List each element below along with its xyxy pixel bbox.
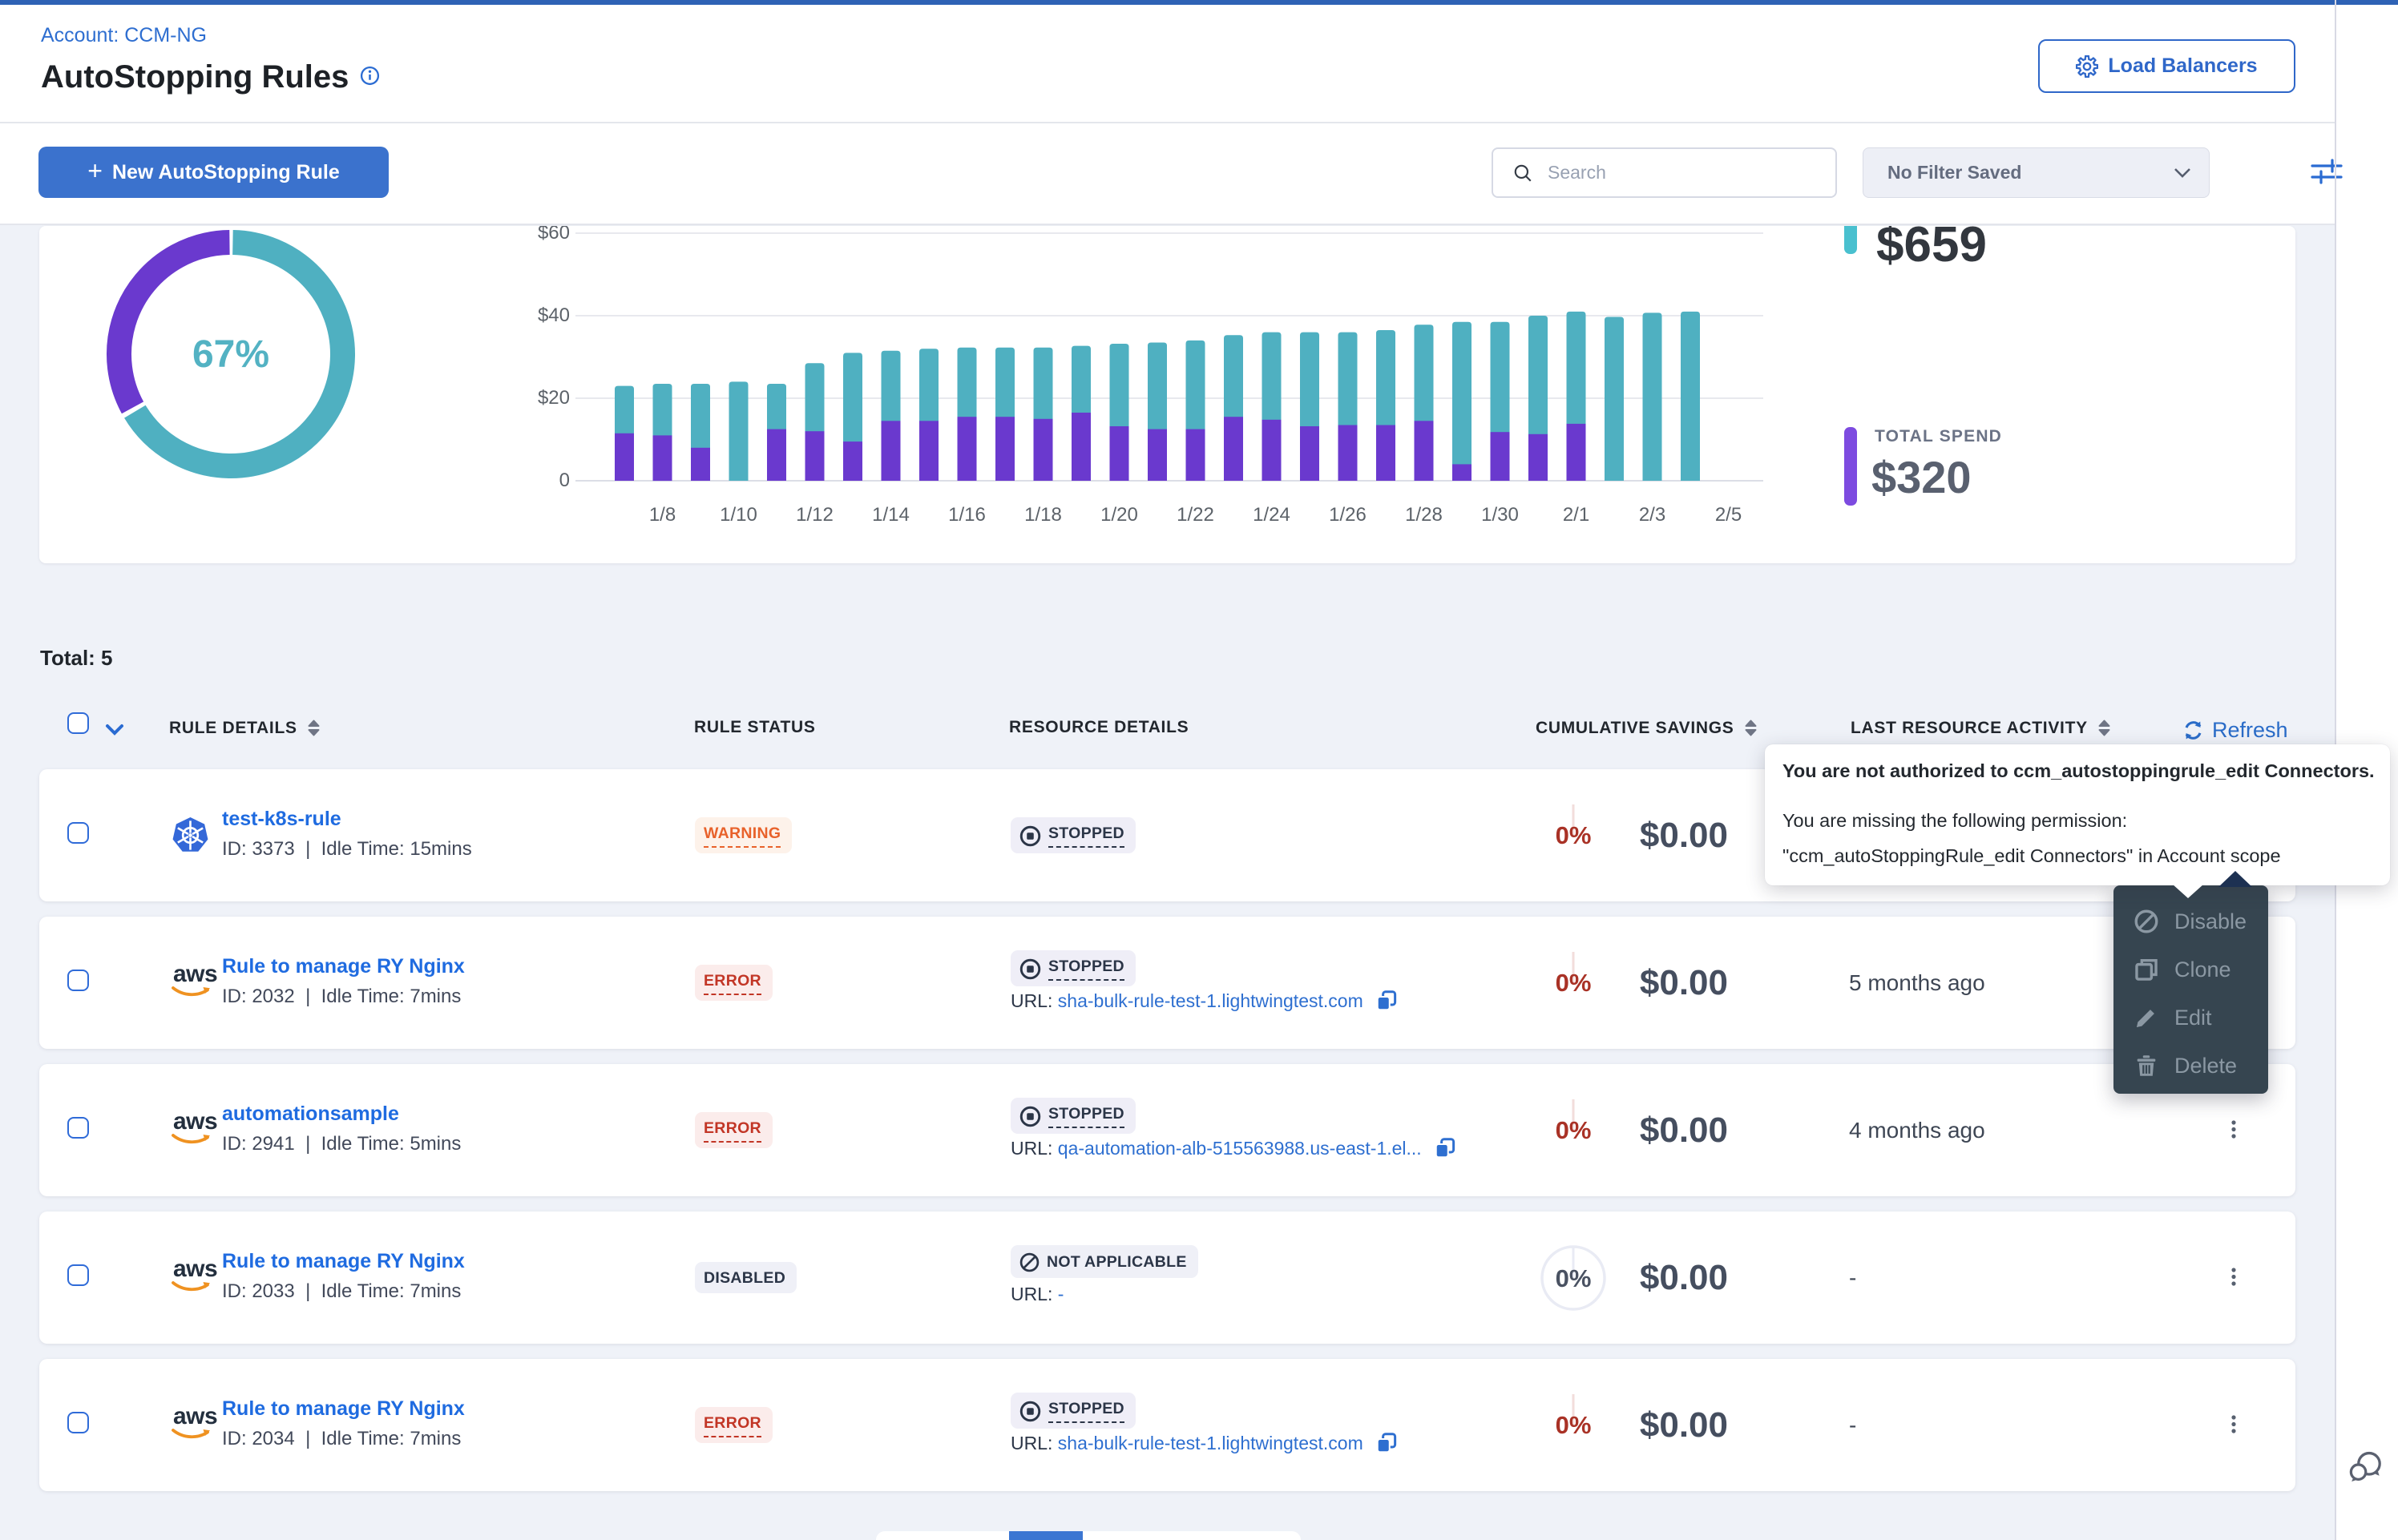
svg-text:$20: $20 <box>538 387 570 409</box>
svg-text:0: 0 <box>559 470 570 491</box>
svg-text:0%: 0% <box>1556 821 1592 849</box>
svg-text:2/3: 2/3 <box>1639 504 1665 526</box>
svg-text:1/8: 1/8 <box>649 504 676 526</box>
svg-text:67%: 67% <box>192 333 269 376</box>
svg-text:0%: 0% <box>1556 1411 1592 1439</box>
svg-text:2/1: 2/1 <box>1563 504 1589 526</box>
svg-text:1/26: 1/26 <box>1329 504 1367 526</box>
svg-text:1/24: 1/24 <box>1253 504 1290 526</box>
svg-text:0%: 0% <box>1556 1116 1592 1144</box>
svg-text:1/14: 1/14 <box>872 504 910 526</box>
svg-text:1/20: 1/20 <box>1100 504 1138 526</box>
svg-text:$40: $40 <box>538 304 570 326</box>
svg-text:1/10: 1/10 <box>720 504 757 526</box>
svg-text:1/18: 1/18 <box>1024 504 1062 526</box>
svg-text:1/22: 1/22 <box>1177 504 1214 526</box>
svg-text:2/5: 2/5 <box>1715 504 1742 526</box>
svg-text:0%: 0% <box>1556 1264 1592 1292</box>
svg-text:1/28: 1/28 <box>1405 504 1443 526</box>
svg-text:1/30: 1/30 <box>1481 504 1519 526</box>
svg-text:$60: $60 <box>538 226 570 244</box>
svg-text:1/12: 1/12 <box>796 504 834 526</box>
svg-text:0%: 0% <box>1556 969 1592 997</box>
svg-text:1/16: 1/16 <box>948 504 986 526</box>
